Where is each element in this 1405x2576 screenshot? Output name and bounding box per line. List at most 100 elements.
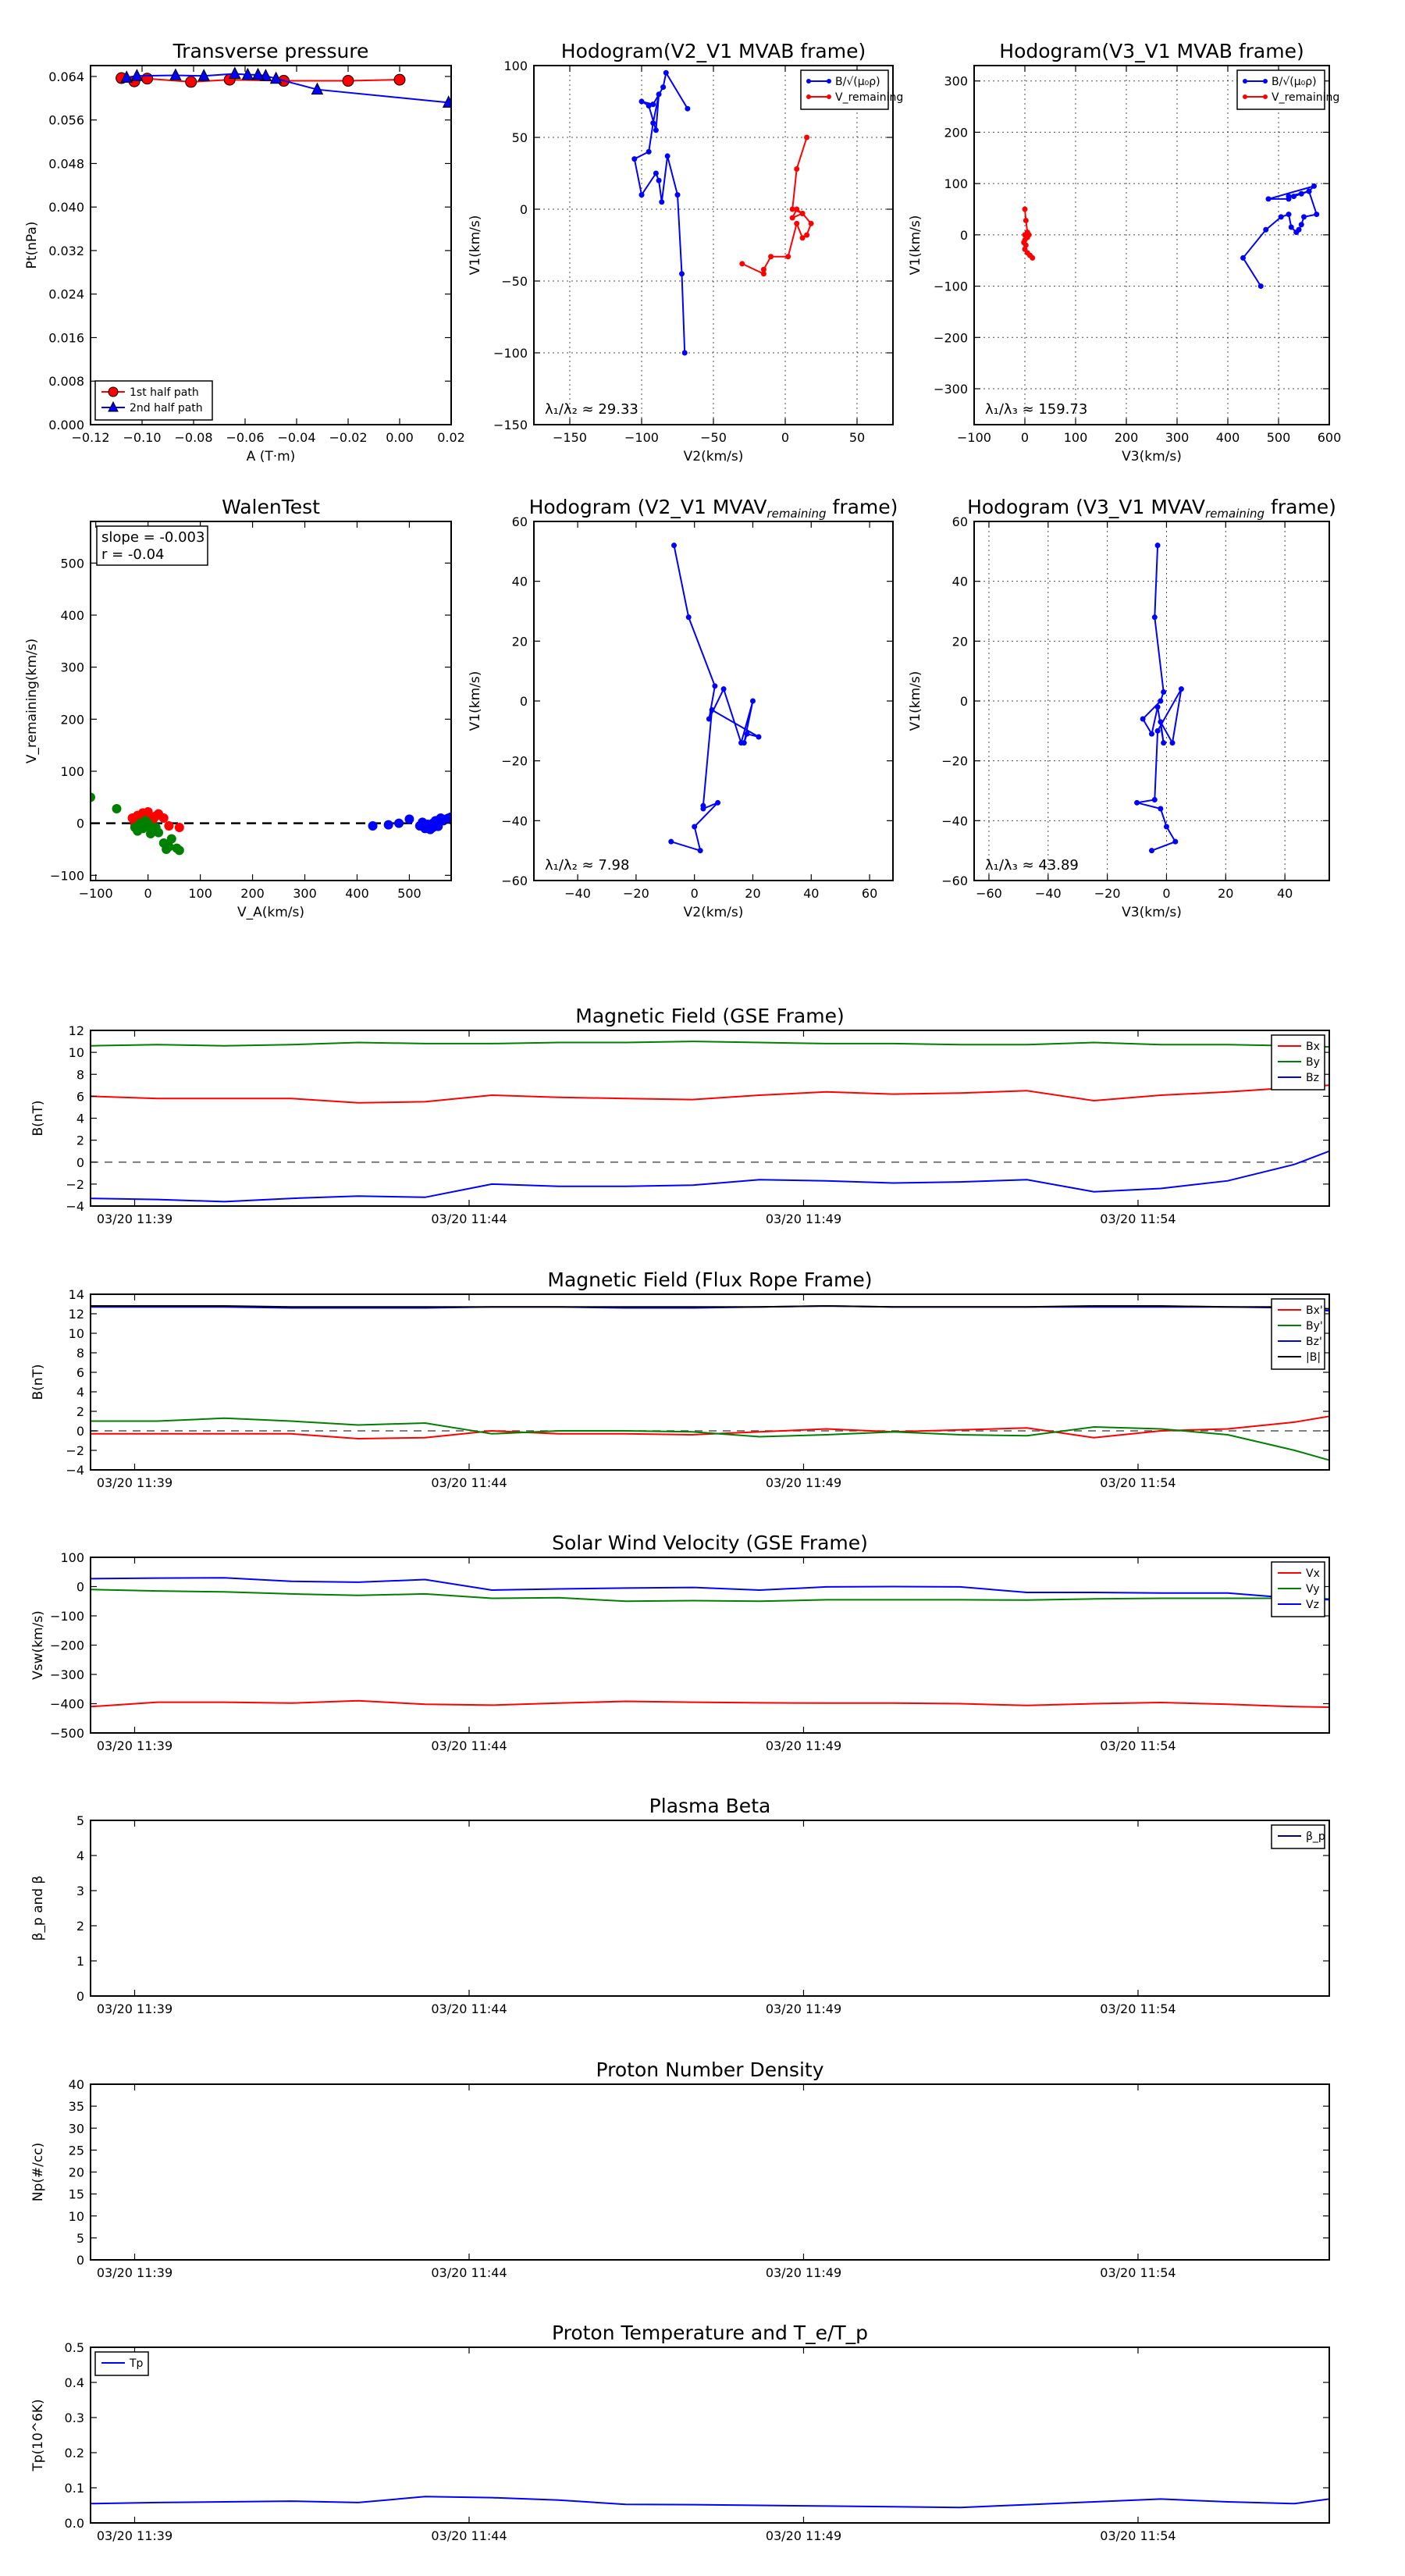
y-tick-label: 0.024 xyxy=(48,287,84,302)
data-point xyxy=(174,845,184,856)
y-tick-label: −4 xyxy=(66,1199,84,1214)
x-tick-label: 200 xyxy=(1115,430,1139,445)
chart-tp: 03/20 11:39 03/20 11:44 03/20 11:49 03/20 1… xyxy=(30,2322,1330,2543)
data-point xyxy=(174,823,184,832)
y-axis-label: V1(km/s) xyxy=(908,215,923,276)
legend-label: Bx' xyxy=(1306,1304,1323,1317)
chart-title: Transverse pressure xyxy=(173,40,369,62)
y-tick-label: −40 xyxy=(501,813,528,828)
legend-marker xyxy=(108,400,119,412)
data-point xyxy=(1022,206,1028,212)
data-point xyxy=(1149,731,1154,737)
legend-marker xyxy=(1263,79,1268,84)
x-tick-label: 03/20 11:44 xyxy=(431,1475,507,1490)
chart-walen: −100 0 100 200 300 400 500 −100 0 100 200 300 400 500… xyxy=(24,496,452,920)
data-point xyxy=(433,821,443,831)
legend: Bx By Bz xyxy=(1271,1034,1325,1091)
chart-title: Plasma Beta xyxy=(649,1795,771,1817)
axes-frame xyxy=(90,2083,1330,2261)
x-tick-label: −0.04 xyxy=(277,430,315,445)
data-point xyxy=(664,153,670,159)
axes-frame xyxy=(90,1293,1330,1471)
legend-label: Tp xyxy=(129,2357,144,2370)
data-point xyxy=(749,698,756,704)
x-tick-label: 0 xyxy=(691,886,699,901)
y-axis-label: V1(km/s) xyxy=(468,215,483,276)
x-tick-label: −0.02 xyxy=(329,430,367,445)
data-point xyxy=(744,731,750,737)
legend: Tp xyxy=(94,2351,149,2376)
legend-label: B/√(μ₀ρ) xyxy=(835,76,880,88)
data-point xyxy=(756,734,762,740)
legend-label: 1st half path xyxy=(130,386,199,399)
axes-frame xyxy=(90,521,452,881)
y-tick-label: −100 xyxy=(50,868,84,883)
y-tick-label: 2 xyxy=(76,1133,84,1148)
legend-marker xyxy=(1243,79,1247,84)
data-point xyxy=(679,271,685,277)
legend-marker xyxy=(806,79,811,84)
data-point xyxy=(368,821,378,831)
data-point xyxy=(269,71,283,84)
axes-frame xyxy=(973,65,1330,425)
plot-area xyxy=(91,1041,1329,1203)
y-tick-label: −100 xyxy=(50,1609,84,1624)
y-tick-label: 0 xyxy=(960,228,968,243)
annotation-box xyxy=(96,525,208,566)
x-tick-label: −0.08 xyxy=(174,430,212,445)
data-point xyxy=(166,834,176,844)
legend: β_p xyxy=(1271,1824,1325,1849)
data-point xyxy=(1263,226,1269,233)
data-point xyxy=(1301,214,1307,220)
axes-frame xyxy=(533,521,894,881)
y-tick-label: 35 xyxy=(69,2099,84,2114)
data-point xyxy=(1161,740,1167,746)
x-axis-label: A (T·m) xyxy=(247,449,296,464)
data-point xyxy=(1306,188,1312,194)
y-tick-label: 200 xyxy=(944,125,968,140)
y-tick-label: 300 xyxy=(60,660,84,675)
y-tick-label: 0 xyxy=(76,1155,84,1170)
x-tick-label: 0 xyxy=(144,886,152,901)
x-tick-label: 20 xyxy=(1218,886,1233,901)
y-tick-label: 40 xyxy=(512,575,528,589)
series--b--line xyxy=(91,1304,1329,1310)
y-tick-label: 60 xyxy=(512,514,528,529)
data-point xyxy=(1023,217,1029,223)
data-point xyxy=(1158,806,1164,812)
eigenvalue-ratio-annotation: λ₁/λ₂ ≈ 7.98 xyxy=(545,857,629,873)
y-tick-label: 100 xyxy=(503,59,528,73)
y-tick-label: 0.040 xyxy=(48,200,84,215)
legend-label: Bz' xyxy=(1306,1336,1322,1348)
x-tick-label: 500 xyxy=(1267,430,1291,445)
series-vz-line xyxy=(91,1577,1329,1601)
legend: 1st half path 2nd half path xyxy=(94,380,213,421)
x-axis-label: V_A(km/s) xyxy=(237,905,304,920)
y-tick-label: 4 xyxy=(76,1848,84,1863)
y-tick-label: −60 xyxy=(941,873,968,888)
eigenvalue-ratio-annotation: λ₁/λ₃ ≈ 159.73 xyxy=(985,401,1087,418)
data-point xyxy=(404,814,414,824)
y-tick-label: 40 xyxy=(952,575,968,589)
y-tick-label: 200 xyxy=(60,712,84,727)
legend: B/√(μ₀ρ) V_remaining xyxy=(1236,69,1339,110)
chart-title: Magnetic Field (GSE Frame) xyxy=(575,1005,844,1027)
y-tick-label: −500 xyxy=(50,1726,84,1741)
y-tick-label: 8 xyxy=(76,1067,84,1082)
y-tick-label: 100 xyxy=(944,176,968,191)
data-point xyxy=(768,254,774,260)
data-point xyxy=(120,70,133,83)
y-tick-label: 3 xyxy=(76,1884,84,1898)
data-point xyxy=(799,211,806,217)
y-tick-label: 300 xyxy=(944,74,968,89)
data-point xyxy=(1151,614,1158,621)
y-tick-label: 1 xyxy=(76,1954,84,1969)
y-tick-label: 50 xyxy=(512,130,528,145)
data-point xyxy=(1134,799,1140,806)
y-tick-label: 40 xyxy=(69,2077,84,2092)
y-tick-label: −50 xyxy=(501,274,528,289)
y-tick-label: 100 xyxy=(60,764,84,779)
y-tick-label: 0.048 xyxy=(48,156,84,171)
x-tick-label: 100 xyxy=(188,886,212,901)
x-tick-label: −0.10 xyxy=(123,430,161,445)
